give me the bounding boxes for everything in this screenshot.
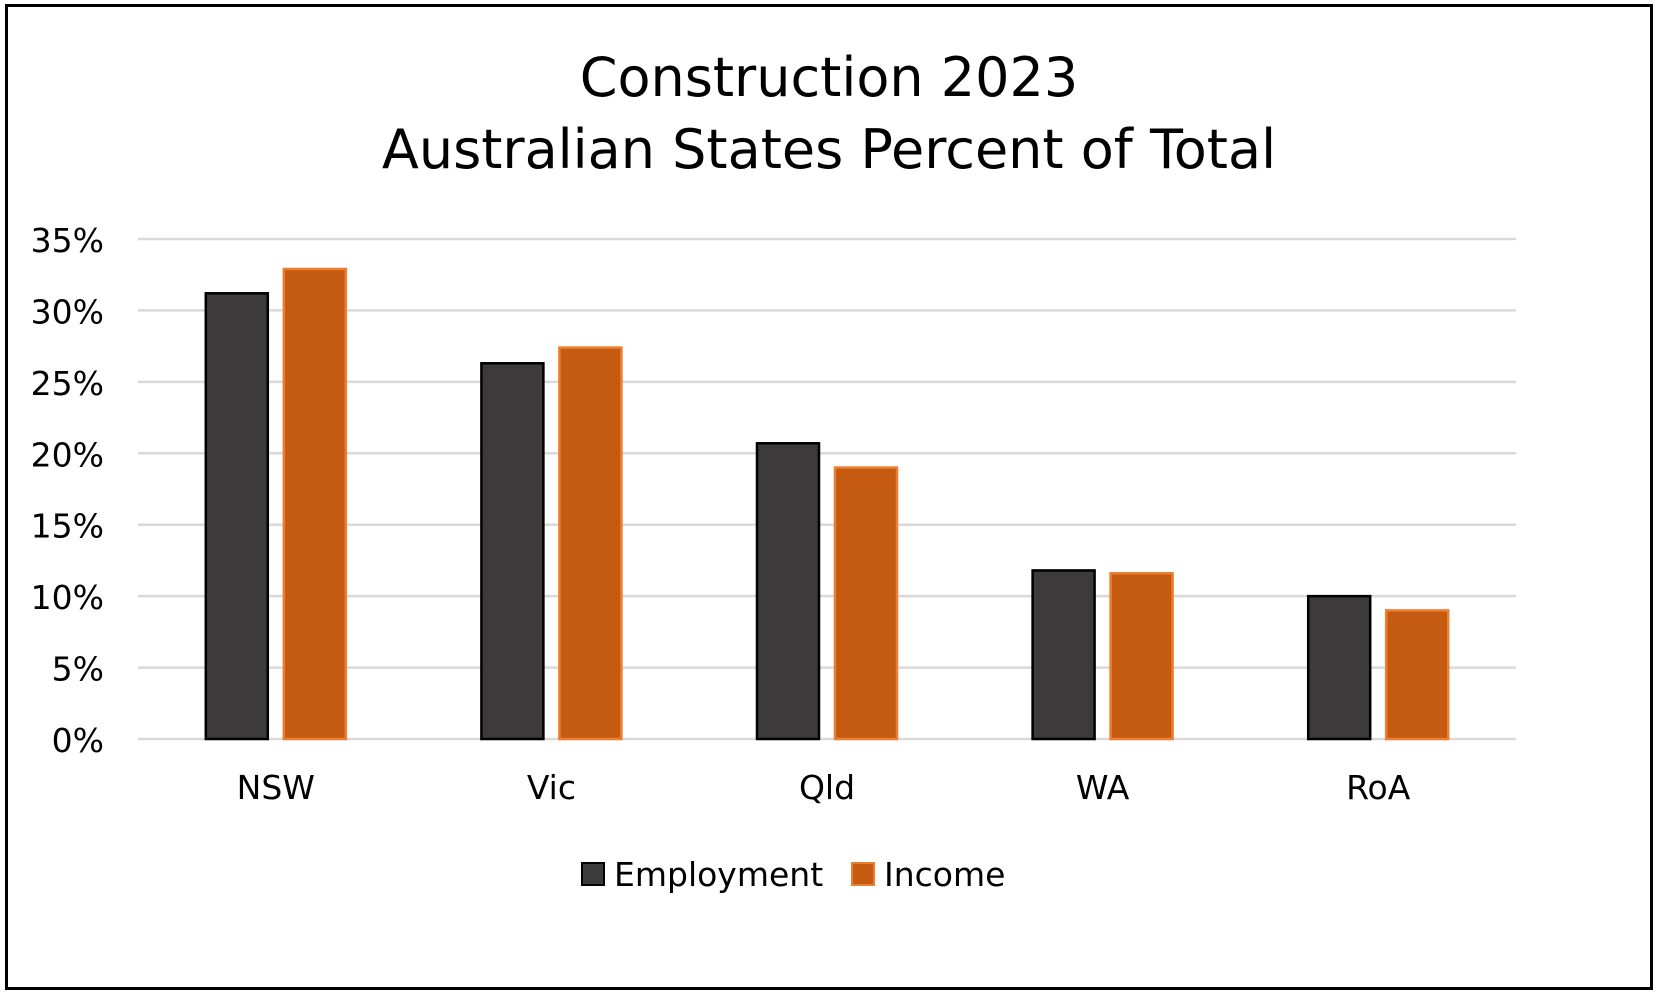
legend-label-income: Income [884,855,1005,894]
chart-title-line-1: Construction 2023 [579,46,1079,109]
y-tick-label: 0% [52,721,104,760]
x-tick-label: NSW [237,768,315,807]
bar-employment-vic [480,362,545,741]
legend-swatch-income [851,862,875,886]
y-tick-label: 20% [31,435,104,474]
y-tick-label: 15% [31,507,104,546]
legend-label-employment: Employment [614,855,823,894]
y-tick-label: 30% [31,292,104,331]
chart-frame: Construction 2023 Australian States Perc… [5,4,1653,990]
bar-employment-roa [1306,594,1372,741]
chart-title-line-2: Australian States Percent of Total [381,118,1277,181]
legend-swatch-employment [581,862,605,886]
bar-income-qld [833,466,899,741]
y-tick-label: 5% [52,650,104,689]
x-tick-label: Qld [799,768,855,807]
bar-employment-wa [1031,569,1096,741]
x-tick-label: Vic [527,768,576,807]
bar-employment-nsw [204,292,270,741]
bar-income-wa [1109,572,1174,741]
y-tick-label: 25% [31,364,104,403]
bar-income-roa [1384,609,1450,741]
bar-employment-qld [755,442,821,741]
y-tick-label: 35% [31,221,104,260]
bar-income-nsw [282,267,348,741]
x-tick-label: RoA [1346,768,1411,807]
bar-chart: 0% 5% 10% 15% 20% 25% 30% 35% NSW Vic Qld WA RoA Empl… [31,221,1516,894]
x-tick-label: WA [1076,768,1130,807]
y-tick-label: 10% [31,578,104,617]
chart-title: Construction 2023 Australian States Perc… [8,51,1650,177]
bar-income-vic [558,346,623,741]
